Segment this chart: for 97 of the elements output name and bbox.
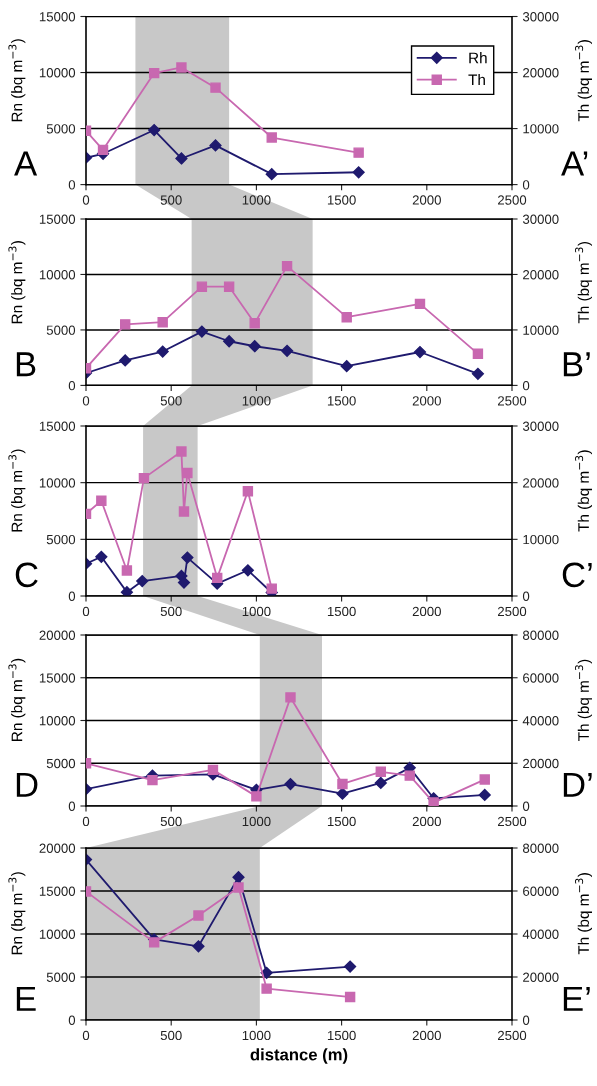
y2-axis-title: Th (bq m$^{−3}$)	[575, 450, 592, 532]
text: B’	[563, 352, 590, 377]
y-tick-label: 5000	[46, 758, 76, 769]
x-tick-label: 2000	[412, 816, 441, 827]
text: A’	[561, 151, 588, 176]
y2-tick-label: 60000	[523, 673, 559, 683]
y2-tick-label: 20000	[523, 758, 559, 769]
y2-tick-label: 0	[522, 180, 530, 190]
x-tick-label: 2000	[412, 606, 441, 617]
text: B	[16, 352, 36, 377]
text: C	[15, 562, 38, 588]
y2-tick-label: 0	[522, 801, 530, 811]
y-axis-title: Rn (bq m$^{−3}$)	[8, 241, 26, 324]
y2-tick-label: 30000	[522, 421, 559, 431]
x-tick-label: 500	[160, 606, 182, 617]
y2-tick-label: 20000	[523, 478, 559, 488]
x-tick-label: 1000	[242, 1030, 271, 1041]
x-tick-label: 500	[160, 816, 182, 827]
x-tick-label: 500	[160, 1030, 182, 1041]
x-tick-label: 1000	[242, 195, 271, 205]
x-tick-label: 1000	[242, 606, 271, 617]
y-tick-label: 0	[68, 591, 76, 601]
x-tick-label: 1500	[327, 606, 356, 617]
x-tick-label: 2500	[497, 606, 527, 617]
y-tick-label: 15000	[39, 886, 76, 896]
x-tick-label: 2500	[497, 816, 527, 827]
text: E’	[563, 986, 590, 1011]
y-tick-label: 5000	[46, 124, 76, 134]
x-tick-label: 2500	[497, 1030, 527, 1041]
x-tick-label: 0	[82, 606, 90, 617]
y2-tick-label: 0	[522, 591, 530, 601]
y2-tick-label: 20000	[523, 972, 559, 982]
text: D’	[563, 772, 592, 797]
y-tick-label: 10000	[39, 929, 76, 939]
y2-axis-title: Th (bq m$^{−3}$)	[575, 659, 592, 741]
y2-tick-label: 40000	[522, 929, 559, 939]
x-tick-label: 1500	[327, 1030, 356, 1041]
x-tick-label: 2000	[412, 396, 441, 406]
x-tick-label: 2500	[497, 195, 527, 205]
y-axis-title: Rn (bq m$^{−3}$)	[8, 872, 26, 955]
x-tick-label: 0	[82, 195, 90, 205]
y-tick-label: 0	[68, 1015, 76, 1025]
y2-tick-label: 40000	[522, 716, 559, 726]
y-tick-label: 15000	[39, 421, 76, 431]
y-tick-label: 20000	[39, 843, 76, 853]
text: A	[14, 151, 38, 176]
x-tick-label: 2000	[412, 1030, 441, 1041]
y2-tick-label: 10000	[523, 325, 559, 335]
y-tick-label: 0	[68, 380, 76, 391]
y2-tick-label: 60000	[523, 886, 559, 896]
y2-tick-label: 0	[522, 1015, 530, 1025]
y2-tick-label: 80000	[522, 843, 559, 853]
y2-axis-title: Th (bq m$^{−3}$)	[575, 40, 592, 122]
y2-tick-label: 10000	[523, 534, 559, 545]
legend-label: Th	[468, 73, 485, 86]
y2-tick-label: 20000	[523, 270, 559, 280]
y2-tick-label: 20000	[523, 68, 559, 78]
y2-tick-label: 10000	[523, 124, 559, 134]
y-tick-label: 5000	[46, 534, 76, 545]
y-tick-label: 10000	[39, 68, 76, 78]
x-tick-label: 0	[82, 396, 90, 406]
y-tick-label: 15000	[39, 214, 76, 224]
x-tick-label: 2500	[497, 396, 527, 406]
y-tick-label: 15000	[39, 12, 76, 22]
text: C’	[562, 562, 592, 588]
y-tick-label: 0	[68, 801, 76, 811]
x-tick-label: 0	[82, 816, 90, 827]
x-tick-label: 1000	[242, 816, 271, 827]
y2-axis-title: Th (bq m$^{−3}$)	[575, 241, 592, 324]
x-tick-label: 0	[82, 1030, 90, 1041]
y-tick-label: 10000	[39, 716, 76, 726]
legend-label: Rh	[469, 52, 487, 64]
y-tick-label: 0	[68, 180, 76, 190]
x-tick-label: 500	[160, 195, 182, 205]
y-tick-label: 20000	[39, 630, 76, 640]
x-tick-label: 1000	[242, 396, 271, 406]
y-axis-title: Rn (bq m$^{−3}$)	[8, 39, 26, 122]
x-tick-label: 1500	[327, 816, 356, 827]
y-axis-title: Rn (bq m$^{−3}$)	[8, 449, 26, 532]
y-tick-label: 5000	[46, 972, 76, 982]
x-tick-label: 500	[160, 396, 182, 406]
y2-tick-label: 80000	[522, 630, 559, 640]
x-tick-label: 1500	[327, 195, 356, 205]
x-tick-label: 2000	[412, 195, 441, 205]
y2-axis-title: Th (bq m$^{−3}$)	[575, 873, 592, 955]
text: E	[16, 986, 36, 1011]
y-tick-label: 15000	[39, 673, 76, 683]
y2-tick-label: 30000	[522, 12, 559, 22]
y2-tick-label: 30000	[522, 214, 559, 224]
y-tick-label: 5000	[46, 325, 76, 335]
y-tick-label: 10000	[39, 270, 76, 280]
x-tick-label: 1500	[327, 396, 356, 406]
y-axis-title: Rn (bq m$^{−3}$)	[8, 658, 26, 741]
text: D	[16, 772, 38, 797]
x-axis-title: distance (m)	[250, 1048, 348, 1064]
y2-tick-label: 0	[522, 380, 530, 391]
y-tick-label: 10000	[39, 478, 76, 488]
